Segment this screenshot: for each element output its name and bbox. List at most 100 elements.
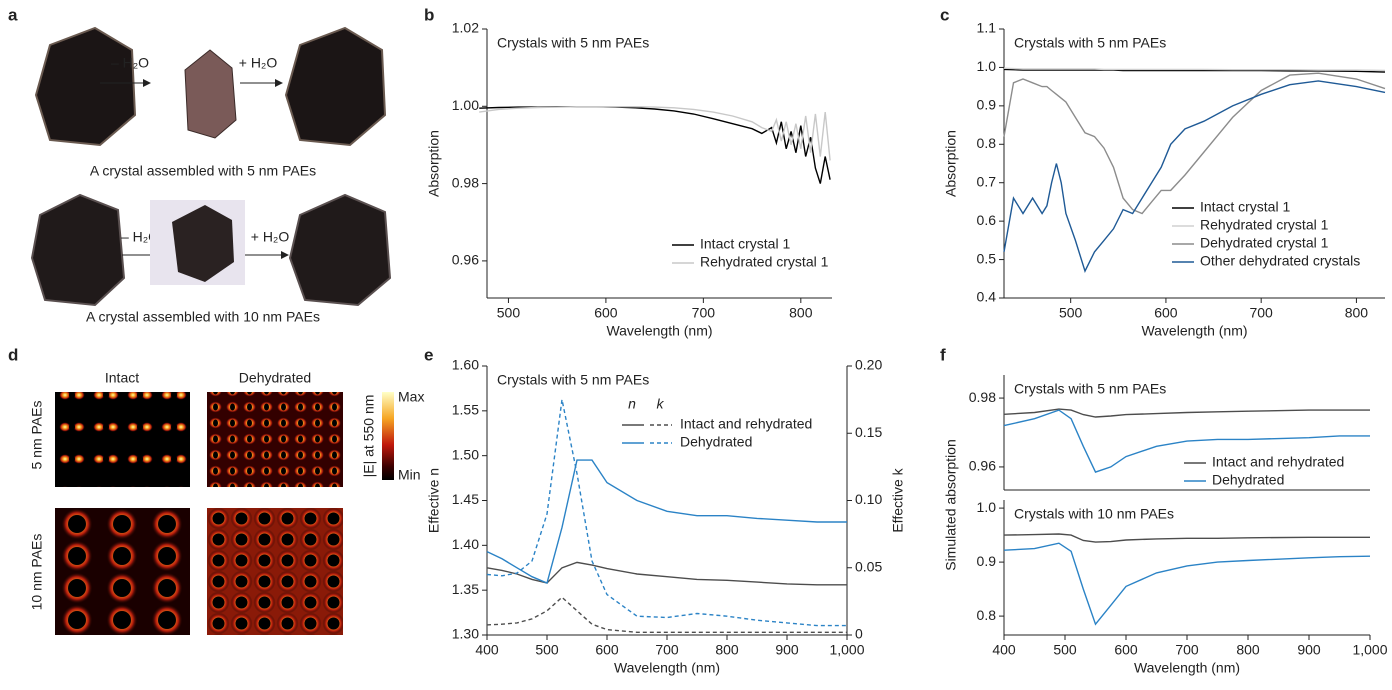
legend-label: Rehydrated crystal 1 <box>1200 217 1329 233</box>
series-line <box>1003 542 1371 626</box>
annotation: Crystals with 5 nm PAEs <box>1014 381 1166 397</box>
x-axis-label: Wavelength (nm) <box>1141 323 1247 339</box>
series-line <box>1003 80 1386 273</box>
panel-label: e <box>424 345 433 364</box>
y2-tick-label: 0.05 <box>855 558 882 574</box>
y-tick-label: 1.02 <box>452 20 479 36</box>
legend-label: Other dehydrated crystals <box>1200 253 1360 269</box>
y2-tick-label: 0 <box>855 626 863 642</box>
y-tick-label: 1.0 <box>977 58 997 74</box>
x-tick-label: 600 <box>595 642 619 658</box>
y-tick-label: 1.30 <box>452 626 479 642</box>
x-tick-label: 700 <box>692 305 716 321</box>
legend-label: Dehydrated <box>1212 472 1284 488</box>
row-label: 10 nm PAEs <box>29 534 45 611</box>
field-map <box>207 508 343 635</box>
legend-label: Dehydrated <box>680 434 752 450</box>
annotation: Crystals with 5 nm PAEs <box>497 35 649 51</box>
x-axis-label: Wavelength (nm) <box>1134 660 1240 676</box>
crystal-image <box>184 49 237 139</box>
panel-a: – H₂O + H₂O A crystal assembled with 5 n… <box>30 26 392 325</box>
series-line <box>1003 533 1370 543</box>
field-map <box>207 392 343 487</box>
y-tick-label: 0.98 <box>969 389 996 405</box>
y-axis-label: Effective n <box>426 468 442 533</box>
annotation: Crystals with 5 nm PAEs <box>1014 35 1166 51</box>
y-tick-label: 0.5 <box>977 250 997 266</box>
y-tick-label: 0.9 <box>977 97 997 113</box>
legend-header: n <box>628 396 636 412</box>
x-tick-label: 700 <box>1175 642 1199 658</box>
x-tick-label: 900 <box>775 642 799 658</box>
x-tick-label: 500 <box>1053 642 1077 658</box>
column-label: Intact <box>105 370 139 386</box>
y-tick-label: 1.40 <box>452 536 479 552</box>
series-line <box>486 561 847 586</box>
x-axis-label: Wavelength (nm) <box>614 660 720 676</box>
x-tick-label: 1,000 <box>829 642 864 658</box>
panel-label: c <box>940 5 949 24</box>
y-tick-label: 0.4 <box>977 289 997 305</box>
crystal-image <box>284 26 387 147</box>
legend-header: k <box>657 396 665 412</box>
y-tick-label: 1.55 <box>452 402 479 418</box>
panel-label: b <box>424 5 434 24</box>
step-label: – H₂O <box>111 55 149 71</box>
x-tick-label: 400 <box>992 642 1016 658</box>
y2-tick-label: 0.15 <box>855 424 882 440</box>
crystal-image <box>30 193 126 307</box>
colorbar-min: Min <box>398 467 421 483</box>
y-tick-label: 1.50 <box>452 446 479 462</box>
crystal-image <box>172 205 234 282</box>
crystal-image <box>34 26 137 147</box>
y-tick-label: 0.8 <box>977 135 997 151</box>
column-label: Dehydrated <box>239 370 311 386</box>
legend-label: Intact and rehydrated <box>1212 454 1344 470</box>
x-tick-label: 800 <box>789 305 813 321</box>
caption: A crystal assembled with 5 nm PAEs <box>90 163 316 179</box>
y-tick-label: 1.35 <box>452 581 479 597</box>
x-tick-label: 900 <box>1297 642 1321 658</box>
annotation: Crystals with 5 nm PAEs <box>497 372 649 388</box>
field-map <box>55 392 190 487</box>
y-axis-label: Absorption <box>943 130 959 197</box>
y-tick-label: 1.60 <box>452 357 479 373</box>
series-line <box>486 459 847 584</box>
x-tick-label: 800 <box>715 642 739 658</box>
panel-label: d <box>8 345 18 364</box>
step-label: – H₂O <box>121 229 159 245</box>
y-tick-label: 0.7 <box>977 173 997 189</box>
series-line <box>479 106 831 184</box>
x-tick-label: 600 <box>594 305 618 321</box>
x-axis-label: Wavelength (nm) <box>606 323 712 339</box>
colorbar <box>382 392 394 480</box>
y-tick-label: 1.0 <box>977 499 997 515</box>
x-tick-label: 700 <box>1249 305 1273 321</box>
x-tick-label: 1,000 <box>1352 642 1387 658</box>
step-label: + H₂O <box>251 229 290 245</box>
x-tick-label: 400 <box>475 642 499 658</box>
y-tick-label: 0.9 <box>977 553 997 569</box>
colorbar-max: Max <box>398 389 424 405</box>
series-line <box>1003 409 1370 473</box>
legend-label: Dehydrated crystal 1 <box>1200 235 1329 251</box>
crystal-image <box>288 193 392 307</box>
x-tick-label: 700 <box>655 642 679 658</box>
legend-label: Intact and rehydrated <box>680 416 812 432</box>
y-tick-label: 0.6 <box>977 212 997 228</box>
series-line-k <box>486 399 847 627</box>
panel-label: a <box>8 5 18 24</box>
annotation: Crystals with 10 nm PAEs <box>1014 506 1174 522</box>
y-tick-label: 1.45 <box>452 491 479 507</box>
x-tick-label: 500 <box>497 305 521 321</box>
legend-label: Intact crystal 1 <box>1200 199 1290 215</box>
y-tick-label: 0.96 <box>969 458 996 474</box>
panel-labels: a b c d e f <box>8 5 949 364</box>
y-tick-label: 0.8 <box>977 607 997 623</box>
y-tick-label: 1.1 <box>977 20 997 36</box>
row-label: 5 nm PAEs <box>29 401 45 470</box>
y2-tick-label: 0.20 <box>855 357 882 373</box>
y-tick-label: 1.00 <box>452 97 479 113</box>
x-tick-label: 500 <box>535 642 559 658</box>
